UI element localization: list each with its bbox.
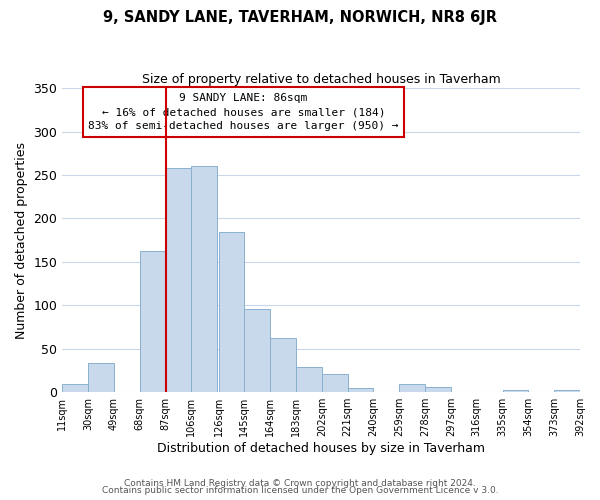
Bar [88, 362, 114, 392]
Bar [425, 387, 451, 392]
Title: Size of property relative to detached houses in Taverham: Size of property relative to detached ho… [142, 72, 500, 86]
Bar [399, 384, 425, 392]
Bar [270, 338, 296, 392]
Bar [347, 388, 373, 392]
Bar [554, 390, 580, 392]
Bar [322, 374, 347, 392]
Text: Contains HM Land Registry data © Crown copyright and database right 2024.: Contains HM Land Registry data © Crown c… [124, 478, 476, 488]
Text: 9 SANDY LANE: 86sqm
← 16% of detached houses are smaller (184)
83% of semi-detac: 9 SANDY LANE: 86sqm ← 16% of detached ho… [88, 92, 399, 132]
Bar [62, 384, 88, 392]
Bar [503, 390, 529, 392]
X-axis label: Distribution of detached houses by size in Taverham: Distribution of detached houses by size … [157, 442, 485, 455]
Text: Contains public sector information licensed under the Open Government Licence v : Contains public sector information licen… [101, 486, 499, 495]
Bar [296, 367, 322, 392]
Bar [191, 166, 217, 392]
Bar [218, 232, 244, 392]
Bar [244, 309, 270, 392]
Y-axis label: Number of detached properties: Number of detached properties [15, 142, 28, 338]
Text: 9, SANDY LANE, TAVERHAM, NORWICH, NR8 6JR: 9, SANDY LANE, TAVERHAM, NORWICH, NR8 6J… [103, 10, 497, 25]
Bar [166, 168, 191, 392]
Bar [140, 252, 166, 392]
